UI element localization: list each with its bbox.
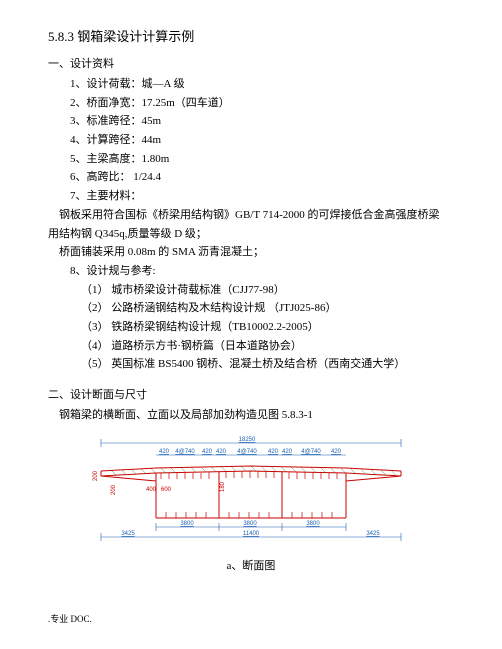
dim-t4: 420 [216, 449, 227, 455]
subsection-section-dims: 二、设计断面与尺寸 [48, 386, 454, 402]
dim-t8: 4@740 [301, 449, 321, 455]
cross-section-figure: 18250 420 4@740 420 420 4@740 420 420 4@… [48, 433, 454, 573]
dim-t3: 420 [202, 449, 213, 455]
item-8: 8、设计规与参考: [48, 262, 454, 281]
dim-t1: 420 [159, 449, 170, 455]
section2-line: 钢箱梁的横断面、立面以及局部加劲构造见图 5.8.3-1 [48, 406, 454, 425]
subsection-design-data: 一、设计资料 [48, 55, 454, 71]
ref-4: （4） 道路桥示方书·钢桥篇（日本道路协会） [48, 337, 454, 356]
dim-lv2: 200 [111, 484, 117, 495]
item-3: 3、标准跨径：45m [48, 112, 454, 131]
dim-bc1: 3800 [180, 521, 194, 527]
dim-t7: 420 [282, 449, 293, 455]
item-2: 2、桥面净宽：17.25m（四车道） [48, 94, 454, 113]
ref-5: （5） 英国标准 BS5400 钢桥、混凝土桥及结合桥（西南交通大学） [48, 355, 454, 374]
dim-t9: 420 [331, 449, 342, 455]
material-line-1: 钢板采用符合国标《桥梁用结构钢》GB/T 714-2000 的可焊接低合金高强度… [48, 206, 454, 225]
dim-bc3: 3800 [306, 521, 320, 527]
figure-caption: a、断面图 [48, 557, 454, 573]
dim-t2: 4@740 [175, 449, 195, 455]
item-1: 1、设计荷载：城—A 级 [48, 75, 454, 94]
dim-s1: 400 [146, 487, 157, 493]
dim-lv1: 200 [93, 470, 99, 481]
dim-s3: 180 [220, 481, 226, 492]
dim-t6: 420 [268, 449, 279, 455]
dim-t5: 4@740 [237, 449, 257, 455]
material-line-2: 用结构钢 Q345q,质量等级 D 级； [48, 225, 454, 244]
item-5: 5、主梁高度：1.80m [48, 150, 454, 169]
dim-s2: 600 [161, 487, 172, 493]
item-6: 6、高跨比： 1/24.4 [48, 168, 454, 187]
ref-2: （2） 公路桥涵钢结构及木结构设计规 （JTJ025-86） [48, 299, 454, 318]
dim-side-r: 3425 [366, 531, 380, 537]
footer: .专业 DOC. [48, 612, 92, 625]
dim-bottom-overall: 11400 [243, 531, 260, 537]
ref-3: （3） 铁路桥梁钢结构设计规（TB10002.2-2005） [48, 318, 454, 337]
item-7: 7、主要材料： [48, 187, 454, 206]
dim-side-l: 3425 [121, 531, 135, 537]
ref-1: （1） 城市桥梁设计荷载标准（CJJ77-98） [48, 281, 454, 300]
section-title: 5.8.3 钢箱梁设计计算示例 [48, 26, 454, 45]
dim-bc2: 3800 [243, 521, 257, 527]
item-4: 4、计算跨径：44m [48, 131, 454, 150]
material-line-3: 桥面铺装采用 0.08m 的 SMA 沥青混凝土； [48, 243, 454, 262]
dim-overall: 18250 [239, 437, 256, 443]
